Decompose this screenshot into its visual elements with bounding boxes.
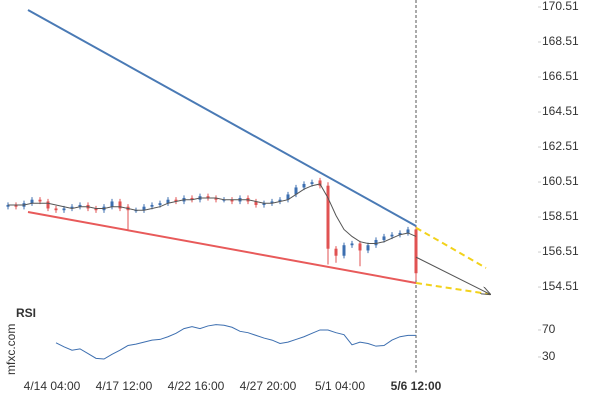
candle-body	[326, 185, 330, 249]
y-tick-label: 168.51	[542, 34, 579, 48]
rsi-tick-label: 30	[542, 349, 556, 363]
candle-body	[62, 208, 66, 211]
candle-body	[14, 204, 18, 207]
candle-body	[214, 197, 218, 200]
candle-body	[94, 208, 98, 211]
y-tick-label: 166.51	[542, 69, 579, 83]
y-tick-label: 158.51	[542, 209, 579, 223]
candle-body	[270, 201, 274, 204]
candle-body	[374, 239, 378, 246]
x-tick-label: 4/17 12:00	[96, 379, 153, 393]
candle-body	[142, 206, 146, 211]
x-tick-label: 4/14 04:00	[24, 379, 81, 393]
trendline	[415, 256, 490, 294]
candle-body	[406, 229, 410, 233]
candle-body	[286, 194, 290, 200]
candle-body	[262, 203, 266, 205]
candle-body	[350, 243, 354, 246]
trendline	[415, 282, 491, 296]
trendline	[27, 9, 417, 227]
candle-body	[174, 199, 178, 202]
y-tick-label: 160.51	[542, 174, 579, 188]
rsi-title: RSI	[16, 306, 36, 320]
candle-body	[150, 204, 154, 207]
x-tick-label: 4/22 16:00	[168, 379, 225, 393]
candle-body	[342, 245, 346, 256]
candle-body	[166, 199, 170, 204]
rsi-line	[55, 324, 416, 360]
y-tick-label: 156.51	[542, 244, 579, 258]
candle-body	[334, 248, 338, 256]
x-tick-label: 5/1 04:00	[315, 379, 365, 393]
y-tick-label: 164.51	[542, 104, 579, 118]
rsi-tick-label: 70	[542, 322, 556, 336]
y-tick-label: 162.51	[542, 139, 579, 153]
candle-body	[302, 183, 306, 188]
candle-body	[382, 236, 386, 240]
trendline	[27, 210, 417, 285]
x-tick-label: 5/6 12:00	[391, 379, 442, 393]
candle-body	[190, 197, 194, 200]
trendline	[415, 226, 487, 269]
x-tick-label: 4/27 20:00	[240, 379, 297, 393]
candle-body	[254, 201, 258, 205]
candle-body	[366, 245, 370, 251]
candle-body	[54, 208, 58, 211]
candle-body	[30, 199, 34, 204]
candle-body	[118, 201, 122, 209]
candle-body	[278, 199, 282, 202]
y-tick-label: 170.51	[542, 0, 579, 13]
candle-body	[38, 199, 42, 202]
candle-body	[310, 182, 314, 184]
candle-body	[110, 201, 114, 207]
candle-body	[294, 187, 298, 195]
candle-body	[78, 204, 82, 207]
candle-body	[70, 206, 74, 209]
candle-body	[414, 229, 418, 274]
watermark: mfxc.com	[4, 324, 18, 375]
moving-average	[8, 183, 417, 244]
candle-body	[390, 234, 394, 237]
candle-body	[230, 199, 234, 202]
candle-body	[318, 180, 322, 186]
candle-body	[206, 196, 210, 198]
candle-body	[358, 243, 362, 251]
candle-body	[158, 203, 162, 205]
candle-body	[6, 204, 10, 207]
candle-body	[398, 232, 402, 235]
candle-body	[46, 201, 50, 209]
y-tick-label: 154.51	[542, 279, 579, 293]
